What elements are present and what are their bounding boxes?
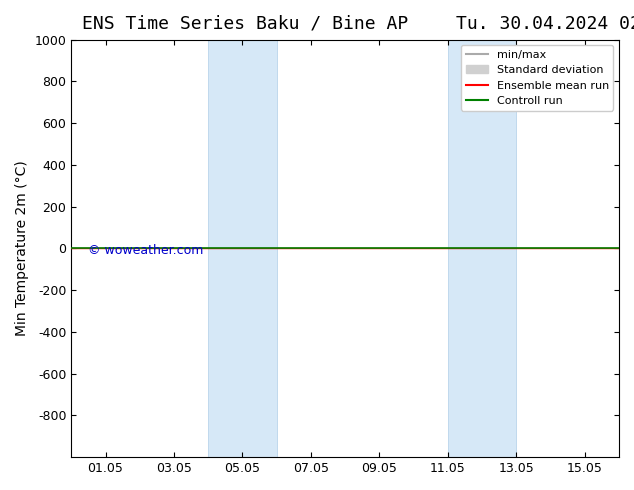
Text: ENS Time Series Baku / Bine AP: ENS Time Series Baku / Bine AP [82, 15, 409, 33]
Text: Tu. 30.04.2024 02 UTC: Tu. 30.04.2024 02 UTC [456, 15, 634, 33]
Bar [448, 40, 516, 457]
Bar [208, 40, 276, 457]
Y-axis label: Min Temperature 2m (°C): Min Temperature 2m (°C) [15, 161, 29, 336]
Legend: min/max, Standard deviation, Ensemble mean run, Controll run: min/max, Standard deviation, Ensemble me… [461, 45, 614, 111]
Text: © woweather.com: © woweather.com [88, 244, 204, 257]
